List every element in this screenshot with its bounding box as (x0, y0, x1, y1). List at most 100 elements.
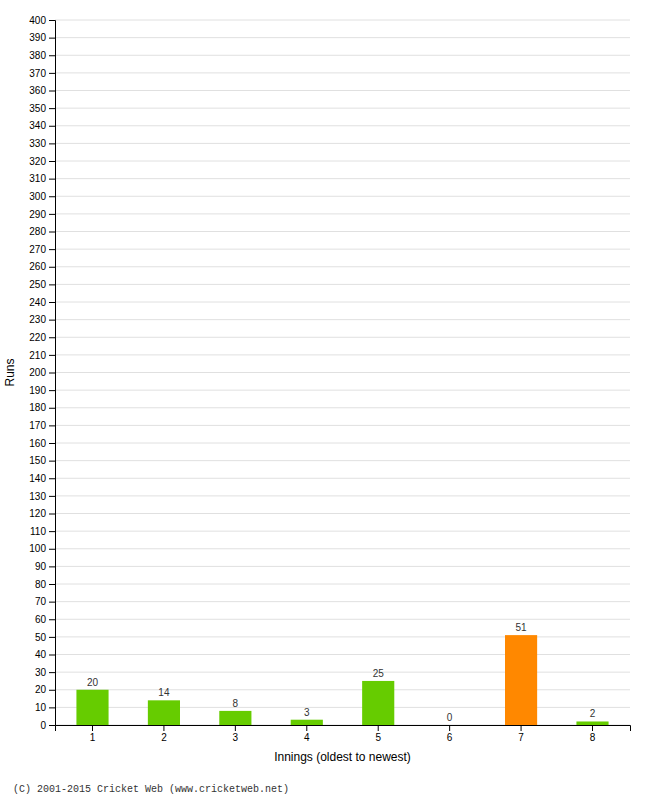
y-tick-label: 90 (35, 561, 47, 572)
y-tick: 220 (29, 332, 55, 343)
grid-line (55, 425, 630, 426)
grid-line (55, 72, 630, 73)
y-tick-mark (49, 619, 55, 620)
grid-line (55, 108, 630, 109)
bar (291, 720, 323, 725)
y-tick-mark (49, 355, 55, 356)
y-tick: 250 (29, 279, 55, 290)
x-tick-mark (449, 725, 450, 731)
x-tick-label: 2 (161, 732, 167, 743)
y-tick: 180 (29, 402, 55, 413)
y-tick: 150 (29, 455, 55, 466)
y-tick-label: 140 (29, 473, 46, 484)
y-tick: 360 (29, 85, 55, 96)
grid-line (55, 55, 630, 56)
grid-line (55, 443, 630, 444)
x-tick-mark (163, 725, 164, 731)
y-tick-mark (49, 373, 55, 374)
y-tick: 400 (29, 15, 55, 26)
grid-line (55, 566, 630, 567)
y-tick: 170 (29, 420, 55, 431)
x-tick: 4 (304, 725, 310, 743)
grid-line (55, 513, 630, 514)
grid-line (55, 37, 630, 38)
y-tick-label: 340 (29, 120, 46, 131)
grid-line (55, 90, 630, 91)
y-tick: 280 (29, 226, 55, 237)
y-tick-label: 230 (29, 314, 46, 325)
y-tick-label: 60 (35, 614, 47, 625)
y-tick-mark (49, 425, 55, 426)
y-tick-mark (49, 690, 55, 691)
y-tick-label: 0 (40, 720, 46, 731)
y-tick-label: 320 (29, 156, 46, 167)
y-tick: 40 (35, 649, 55, 660)
y-tick-mark (49, 20, 55, 21)
y-tick-label: 160 (29, 438, 46, 449)
y-tick: 10 (35, 702, 55, 713)
y-tick-label: 400 (29, 15, 46, 26)
y-tick-label: 380 (29, 50, 46, 61)
y-tick-mark (49, 161, 55, 162)
y-tick-mark (49, 725, 55, 726)
x-tick-label: 3 (233, 732, 239, 743)
grid-line (55, 372, 630, 373)
y-tick: 230 (29, 314, 55, 325)
y-tick-label: 300 (29, 191, 46, 202)
grid-line (55, 619, 630, 620)
bar (219, 711, 251, 725)
grid-line (55, 178, 630, 179)
y-tick: 160 (29, 438, 55, 449)
bar (434, 725, 466, 726)
x-axis-line (56, 726, 631, 732)
y-tick: 130 (29, 491, 55, 502)
x-tick-label: 1 (90, 732, 96, 743)
y-tick: 110 (30, 526, 55, 537)
y-tick-mark (49, 514, 55, 515)
grid-line (55, 319, 630, 320)
x-tick-label: 7 (518, 732, 524, 743)
grid-line (55, 460, 630, 461)
x-tick-mark (378, 725, 379, 731)
x-tick: 8 (590, 725, 596, 743)
bar (76, 690, 108, 725)
y-tick-mark (49, 284, 55, 285)
x-tick-mark (306, 725, 307, 731)
grid-line (55, 390, 630, 391)
y-tick-label: 180 (29, 402, 46, 413)
y-tick: 290 (29, 209, 55, 220)
grid-line (55, 213, 630, 214)
y-tick-label: 10 (35, 702, 47, 713)
y-tick-label: 270 (29, 244, 46, 255)
chart: 1234567801020304050607080901001101201301… (0, 0, 650, 800)
y-tick-mark (49, 320, 55, 321)
grid-line (55, 125, 630, 126)
y-tick-mark (49, 108, 55, 109)
y-tick: 270 (29, 244, 55, 255)
y-tick-label: 310 (29, 173, 46, 184)
y-tick-mark (49, 337, 55, 338)
x-tick-label: 5 (375, 732, 381, 743)
y-tick-mark (49, 531, 55, 532)
grid-line (55, 407, 630, 408)
y-tick-label: 190 (29, 385, 46, 396)
x-tick-mark (592, 725, 593, 731)
grid-line (55, 249, 630, 250)
y-tick: 20 (35, 684, 55, 695)
y-tick-mark (49, 655, 55, 656)
y-tick: 330 (29, 138, 55, 149)
y-tick-label: 80 (35, 579, 47, 590)
grid (55, 20, 630, 725)
y-axis: 0102030405060708090100110120130140150160… (29, 15, 55, 731)
x-tick-label: 8 (590, 732, 596, 743)
grid-line (55, 707, 630, 708)
y-tick-mark (49, 267, 55, 268)
y-tick: 120 (29, 508, 55, 519)
grid-line (55, 672, 630, 673)
data-label: 14 (158, 687, 170, 698)
x-axis-title: Innings (oldest to newest) (274, 750, 411, 764)
grid-line (55, 531, 630, 532)
grid-line (55, 548, 630, 549)
y-tick-label: 130 (29, 491, 46, 502)
y-tick: 370 (29, 68, 55, 79)
